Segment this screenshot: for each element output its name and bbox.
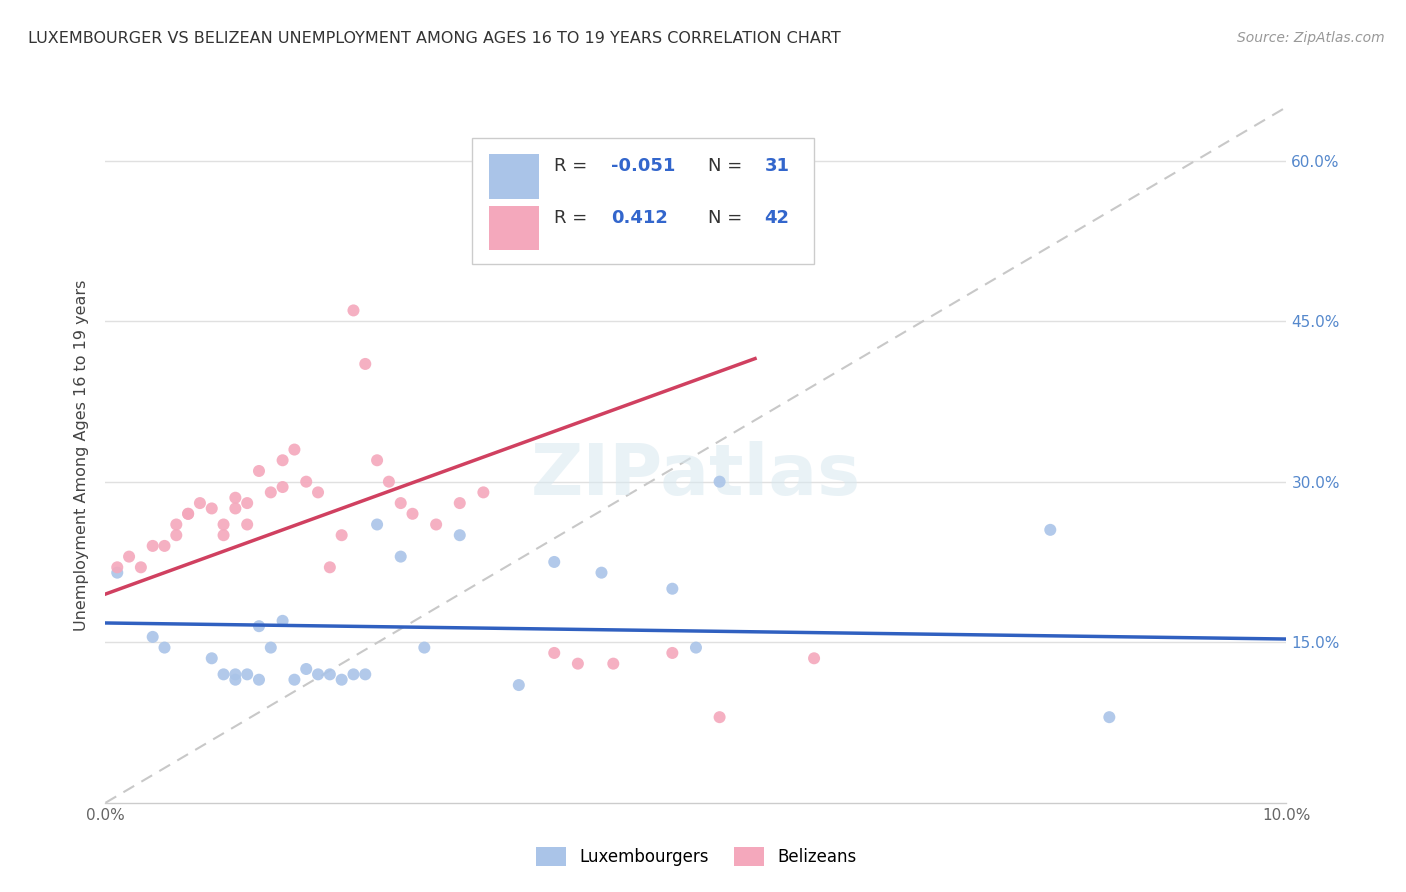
Point [188, 496, 211, 510]
Point [283, 442, 305, 457]
Point [354, 667, 377, 681]
Point [247, 673, 270, 687]
Point [129, 560, 152, 574]
FancyBboxPatch shape [471, 138, 814, 264]
Text: 42: 42 [765, 209, 790, 227]
Text: R =: R = [554, 157, 593, 175]
Point [224, 501, 246, 516]
Point [283, 673, 305, 687]
Point [425, 517, 447, 532]
Point [236, 517, 259, 532]
Point [591, 566, 613, 580]
FancyBboxPatch shape [489, 206, 538, 251]
Point [271, 453, 294, 467]
Point [307, 485, 329, 500]
Point [319, 560, 342, 574]
Point [271, 614, 294, 628]
Point [105, 566, 128, 580]
Point [449, 496, 471, 510]
Point [366, 453, 388, 467]
Point [342, 303, 364, 318]
Point [118, 549, 141, 564]
Text: R =: R = [554, 209, 599, 227]
Point [1098, 710, 1121, 724]
Text: ZIPatlas: ZIPatlas [531, 442, 860, 510]
Point [247, 464, 270, 478]
Point [389, 496, 412, 510]
Point [330, 528, 353, 542]
Legend: Luxembourgers, Belizeans: Luxembourgers, Belizeans [527, 838, 865, 874]
Point [224, 667, 246, 681]
Point [709, 710, 731, 724]
Point [295, 475, 318, 489]
Point [260, 485, 283, 500]
Point [661, 646, 683, 660]
Point [153, 640, 176, 655]
Text: 31: 31 [765, 157, 790, 175]
Text: -0.051: -0.051 [612, 157, 675, 175]
Point [389, 549, 412, 564]
Point [661, 582, 683, 596]
Point [105, 560, 128, 574]
Point [271, 480, 294, 494]
Point [177, 507, 200, 521]
Point [567, 657, 589, 671]
Point [543, 555, 565, 569]
Point [685, 640, 707, 655]
Point [165, 528, 187, 542]
Point [307, 667, 329, 681]
Point [319, 667, 342, 681]
Point [142, 539, 165, 553]
Point [177, 507, 200, 521]
Text: Source: ZipAtlas.com: Source: ZipAtlas.com [1237, 31, 1385, 45]
Point [224, 673, 246, 687]
Point [212, 528, 235, 542]
Point [201, 501, 224, 516]
Point [236, 496, 259, 510]
Point [330, 673, 353, 687]
Point [212, 517, 235, 532]
Point [342, 667, 364, 681]
Point [803, 651, 825, 665]
Point [508, 239, 530, 253]
Point [224, 491, 246, 505]
Point [201, 651, 224, 665]
Point [165, 517, 187, 532]
Point [378, 475, 401, 489]
Point [1039, 523, 1062, 537]
Point [260, 640, 283, 655]
Point [142, 630, 165, 644]
Point [413, 640, 436, 655]
Point [247, 619, 270, 633]
Point [472, 485, 495, 500]
Point [295, 662, 318, 676]
Point [366, 517, 388, 532]
Point [236, 667, 259, 681]
Text: N =: N = [707, 209, 748, 227]
Point [354, 357, 377, 371]
Text: N =: N = [707, 157, 748, 175]
Point [709, 475, 731, 489]
Point [212, 667, 235, 681]
FancyBboxPatch shape [489, 154, 538, 199]
Point [508, 678, 530, 692]
Point [153, 539, 176, 553]
Text: LUXEMBOURGER VS BELIZEAN UNEMPLOYMENT AMONG AGES 16 TO 19 YEARS CORRELATION CHAR: LUXEMBOURGER VS BELIZEAN UNEMPLOYMENT AM… [28, 31, 841, 46]
Y-axis label: Unemployment Among Ages 16 to 19 years: Unemployment Among Ages 16 to 19 years [75, 279, 90, 631]
Point [543, 646, 565, 660]
Text: 0.412: 0.412 [612, 209, 668, 227]
Point [449, 528, 471, 542]
Point [602, 657, 624, 671]
Point [401, 507, 423, 521]
